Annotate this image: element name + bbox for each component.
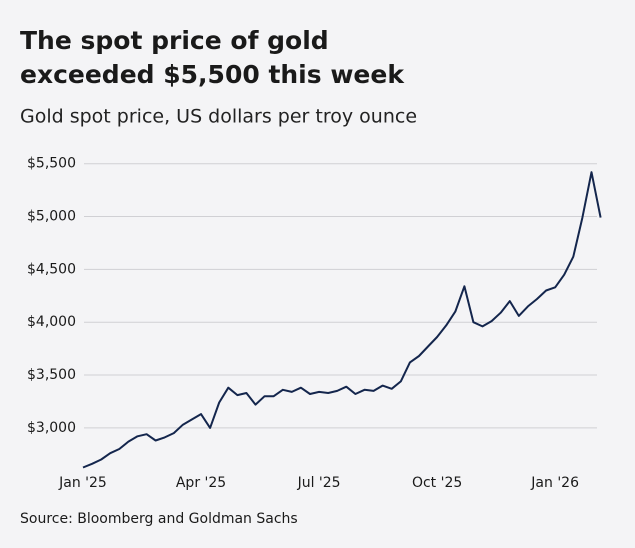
price-line <box>82 171 602 469</box>
y-tick-label: $4,000 <box>27 314 76 330</box>
x-tick-label: Jan '25 <box>58 475 107 491</box>
chart-title: exceeded $5,500 this week <box>20 60 405 89</box>
y-tick-label: $4,500 <box>27 261 76 277</box>
y-tick-label: $3,000 <box>27 420 76 436</box>
chart-subtitle: Gold spot price, US dollars per troy oun… <box>20 106 417 128</box>
x-tick-label: Apr '25 <box>176 475 226 491</box>
source-note: Source: Bloomberg and Goldman Sachs <box>20 511 298 527</box>
y-tick-label: $5,000 <box>27 209 76 225</box>
chart-title: The spot price of gold <box>20 26 329 55</box>
x-tick-label: Jan '26 <box>530 475 579 491</box>
y-tick-label: $5,500 <box>27 156 76 172</box>
x-tick-label: Jul '25 <box>297 475 341 491</box>
y-tick-label: $3,500 <box>27 367 76 383</box>
x-tick-label: Oct '25 <box>412 475 462 491</box>
